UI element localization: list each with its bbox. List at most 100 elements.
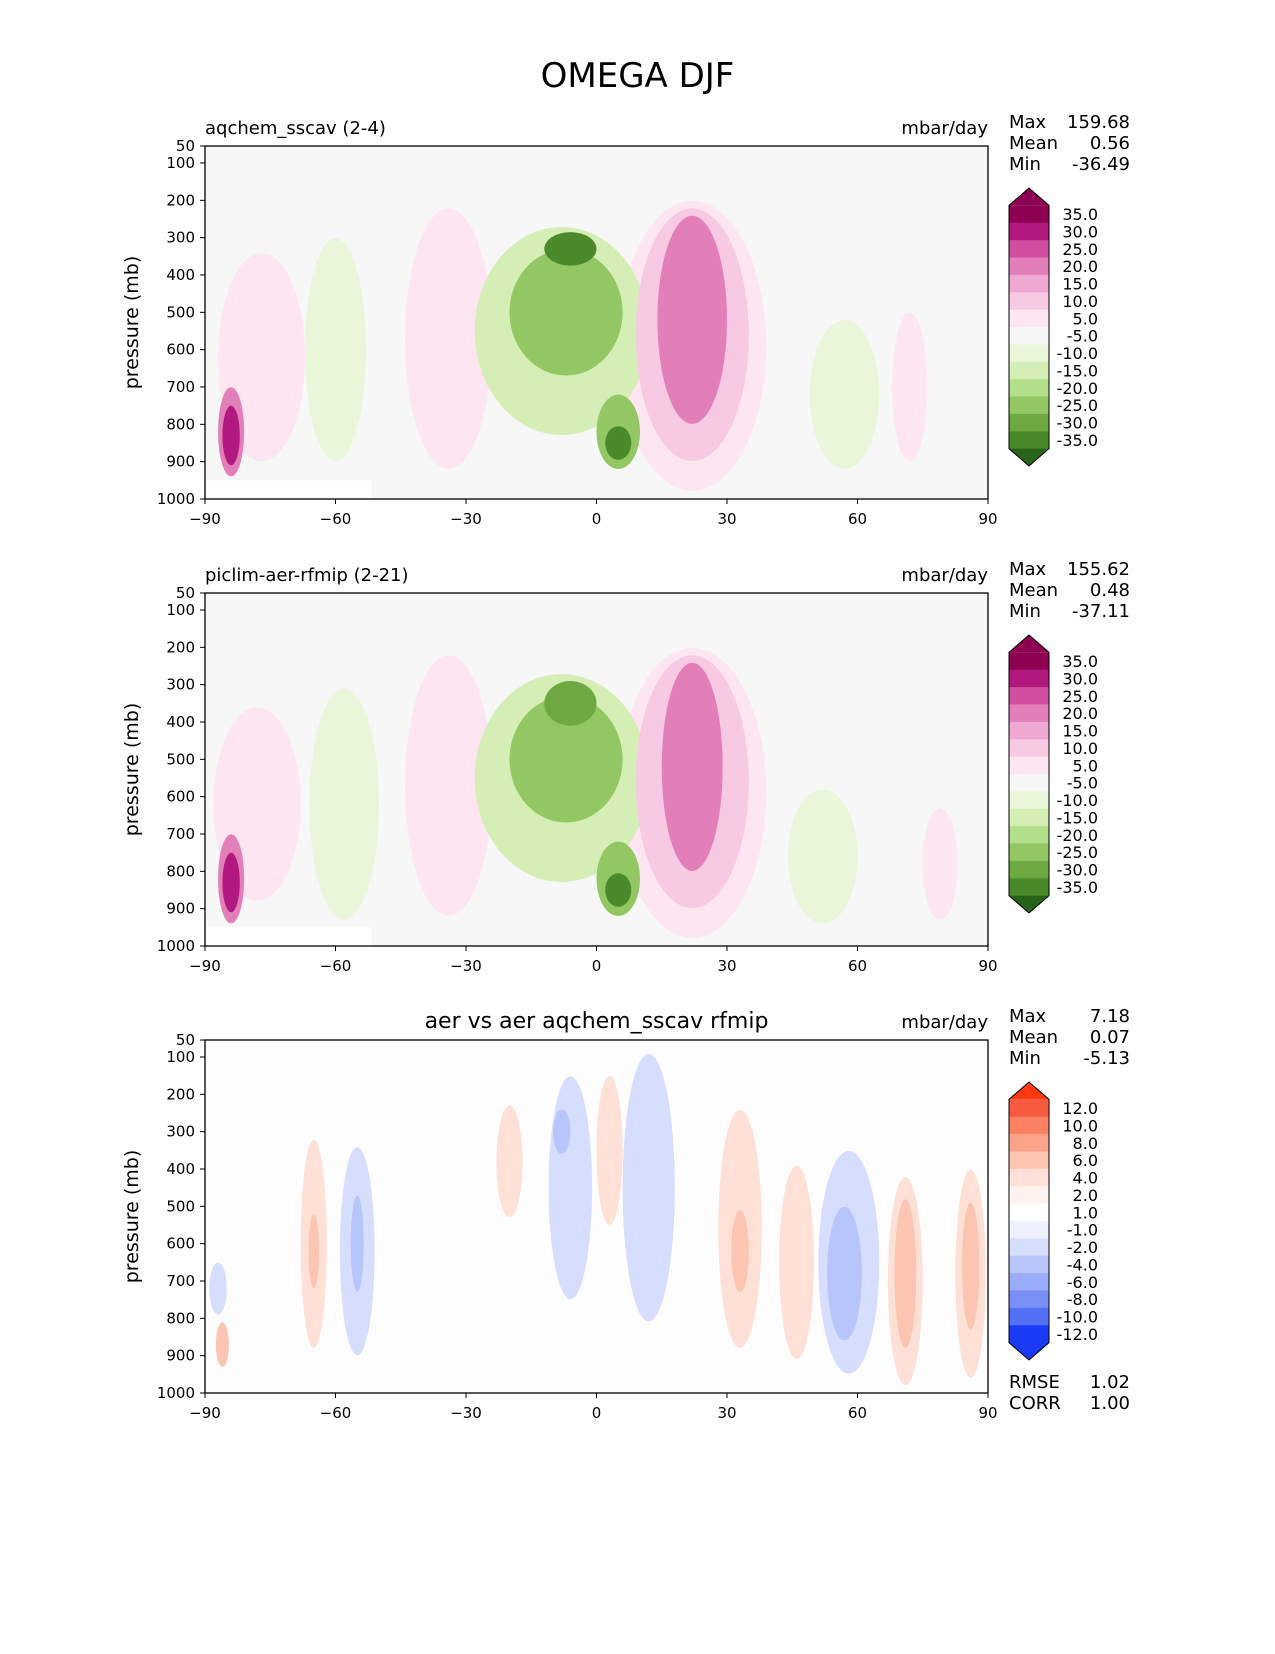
- colorbar-segment: [1009, 791, 1049, 810]
- x-tick-label: 0: [592, 510, 602, 528]
- contour-region-9: [509, 249, 623, 376]
- colorbar-label: 35.0: [1062, 652, 1098, 671]
- topography-mask: [206, 480, 372, 499]
- y-tick-label: 300: [166, 229, 195, 247]
- stat-value: -5.13: [1083, 1048, 1130, 1069]
- y-tick-label: 300: [166, 1123, 195, 1141]
- x-tick-label: 60: [848, 957, 867, 975]
- y-tick-label: 800: [166, 862, 195, 880]
- y-tick-label: 300: [166, 676, 195, 694]
- stat-label: Mean: [1009, 1027, 1058, 1048]
- colorbar-label: 5.0: [1073, 309, 1098, 328]
- colorbar-segment: [1009, 361, 1049, 380]
- panel-title: aer vs aer aqchem_sscav rfmip: [425, 1009, 769, 1034]
- colorbar-segment: [1009, 1134, 1049, 1152]
- y-tick-label: 1000: [157, 490, 195, 508]
- stat-value: -37.11: [1072, 601, 1130, 622]
- colorbar-label: -35.0: [1057, 431, 1098, 450]
- colorbar-segment: [1009, 843, 1049, 862]
- colorbar-segment: [1009, 1168, 1049, 1187]
- x-tick-label: −30: [450, 1404, 482, 1422]
- y-tick-label: 100: [166, 1048, 195, 1066]
- stat-label: Mean: [1009, 580, 1058, 601]
- contour-region-14: [350, 1195, 364, 1292]
- x-tick-label: −60: [320, 510, 352, 528]
- contour-region-14: [605, 426, 632, 460]
- contour-region-3: [309, 688, 380, 920]
- colorbar-segment: [1009, 309, 1049, 328]
- stat-value: 155.62: [1067, 559, 1130, 580]
- colorbar-label: 20.0: [1062, 257, 1098, 276]
- colorbar-label: -30.0: [1057, 414, 1098, 433]
- colorbar-segment: [1009, 1325, 1049, 1344]
- colorbar-segment: [1009, 274, 1049, 293]
- x-tick-label: 30: [717, 510, 736, 528]
- colorbar-label: -4.0: [1067, 1255, 1098, 1274]
- contour-region-14: [605, 873, 632, 907]
- y-tick-label: 900: [166, 900, 195, 918]
- contour-fields: [209, 1053, 986, 1386]
- panel-units: mbar/day: [901, 565, 988, 586]
- colorbar-segment: [1009, 344, 1049, 363]
- colorbar-label: -12.0: [1057, 1325, 1098, 1344]
- contour-region-6: [622, 1053, 675, 1322]
- y-tick-label: 400: [166, 1160, 195, 1178]
- x-tick-label: 60: [848, 1404, 867, 1422]
- stat-value: 0.07: [1090, 1027, 1130, 1048]
- x-tick-label: 60: [848, 510, 867, 528]
- contour-region-5: [809, 320, 880, 469]
- colorbar-label: -35.0: [1057, 878, 1098, 897]
- colorbar-label: 25.0: [1062, 687, 1098, 706]
- stat-value: 1.00: [1090, 1393, 1130, 1414]
- y-tick-label: 600: [166, 788, 195, 806]
- contour-region-5: [596, 1076, 623, 1225]
- y-tick-label: 200: [166, 191, 195, 209]
- y-tick-label: 200: [166, 638, 195, 656]
- colorbar-label: -5.0: [1067, 774, 1098, 793]
- contour-region-9: [509, 696, 623, 823]
- x-tick-label: 90: [978, 510, 997, 528]
- colorbar-segment: [1009, 687, 1049, 705]
- colorbar-segment: [1009, 826, 1049, 844]
- contour-region-3: [305, 238, 366, 462]
- colorbar-label: 6.0: [1073, 1151, 1098, 1170]
- colorbar-segment: [1009, 1273, 1049, 1291]
- stat-value: 0.48: [1090, 580, 1130, 601]
- y-tick-label: 900: [166, 1347, 195, 1365]
- contour-region-13: [544, 232, 597, 266]
- stat-label: Min: [1009, 601, 1041, 622]
- topography-mask: [206, 927, 372, 946]
- colorbar-label: 10.0: [1062, 1116, 1098, 1135]
- colorbar-extend-bottom: [1009, 895, 1049, 913]
- contour-region-6: [922, 808, 958, 920]
- y-tick-label: 1000: [157, 1384, 195, 1402]
- panel-units: mbar/day: [901, 1012, 988, 1033]
- colorbar-segment: [1009, 205, 1049, 224]
- colorbar-label: -20.0: [1057, 379, 1098, 398]
- colorbar-label: 15.0: [1062, 722, 1098, 741]
- colorbar-label: -20.0: [1057, 826, 1098, 845]
- colorbar-label: -15.0: [1057, 808, 1098, 827]
- colorbar-segment: [1009, 1221, 1049, 1239]
- stat-label: Max: [1009, 112, 1047, 133]
- colorbar-segment: [1009, 652, 1049, 671]
- colorbar-label: -1.0: [1067, 1221, 1098, 1240]
- colorbar-label: 4.0: [1073, 1169, 1098, 1188]
- colorbar-segment: [1009, 379, 1049, 397]
- stat-label: Min: [1009, 154, 1041, 175]
- x-tick-label: −60: [320, 957, 352, 975]
- colorbar-segment: [1009, 1186, 1049, 1205]
- y-tick-label: 500: [166, 1197, 195, 1215]
- colorbar-segment: [1009, 669, 1049, 688]
- contour-region-13: [308, 1213, 319, 1289]
- y-axis-label: pressure (mb): [121, 1150, 143, 1284]
- contour-region-15: [222, 852, 240, 913]
- colorbar-label: 20.0: [1062, 704, 1098, 723]
- contour-fields: [206, 201, 928, 499]
- y-tick-label: 900: [166, 453, 195, 471]
- y-tick-label: 500: [166, 750, 195, 768]
- colorbar-segment: [1009, 396, 1049, 415]
- colorbar-outline: [1008, 187, 1050, 467]
